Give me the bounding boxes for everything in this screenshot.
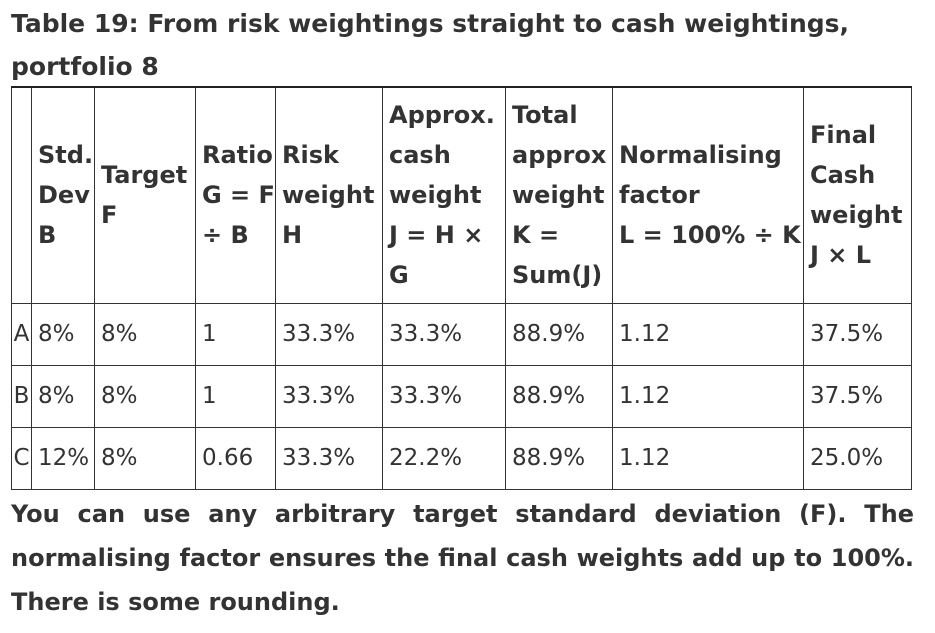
header-target: Target F [94, 86, 196, 304]
header-total-approx-weight-line: K = [512, 221, 560, 250]
header-total-approx-weight-line: approx [512, 141, 607, 170]
table-footnote: You can use any arbitrary target standar… [11, 492, 914, 624]
header-approx-cash-weight-line: J = H × G [389, 221, 484, 290]
header-std-dev-line: B [38, 221, 57, 250]
header-normalising-factor-line: factor [619, 181, 700, 210]
row-label: A [11, 302, 32, 366]
table-header-row: Std. Dev B Target F Ratio G = F ÷ B Risk weight H A… [11, 86, 912, 304]
table-cell: 33.3% [275, 426, 383, 490]
header-normalising-factor-line: L = 100% ÷ K [619, 221, 801, 250]
header-final-cash-weight-line: J × L [810, 241, 872, 270]
table-cell: 12% [31, 426, 95, 490]
header-row-label [11, 86, 32, 304]
header-total-approx-weight: Total approx weight K = Sum(J) [505, 86, 613, 304]
header-normalising-factor: Normalising factor L = 100% ÷ K [612, 86, 804, 304]
header-approx-cash-weight: Approx. cash weight J = H × G [382, 86, 506, 304]
header-total-approx-weight-line: Total [512, 101, 578, 130]
table-caption: Table 19: From risk weightings straight … [11, 9, 850, 81]
header-std-dev: Std. Dev B [31, 86, 95, 304]
header-target-line: Target [101, 161, 188, 190]
table-cell: 33.3% [382, 302, 506, 366]
table-cell: 88.9% [505, 364, 613, 428]
header-total-approx-weight-line: Sum(J) [512, 261, 603, 290]
header-final-cash-weight: Final Cash weight J × L [803, 86, 912, 304]
header-approx-cash-weight-line: weight [389, 181, 482, 210]
table-cell: 33.3% [275, 364, 383, 428]
header-ratio-line: G = F [202, 181, 275, 210]
header-total-approx-weight-line: weight [512, 181, 605, 210]
header-final-cash-weight-line: Cash [810, 161, 876, 190]
table-cell: 33.3% [382, 364, 506, 428]
footnote-line-3: There is some rounding. [11, 588, 340, 616]
table-cell: 8% [94, 364, 196, 428]
table-cell: 0.66 [195, 426, 276, 490]
row-label: B [11, 364, 32, 428]
table-cell: 33.3% [275, 302, 383, 366]
header-ratio: Ratio G = F ÷ B [195, 86, 276, 304]
header-approx-cash-weight-line: cash [389, 141, 451, 170]
table-cell: 22.2% [382, 426, 506, 490]
header-normalising-factor-line: Normalising [619, 141, 782, 170]
table-cell: 37.5% [803, 302, 912, 366]
header-risk-weight-line: weight [282, 181, 375, 210]
table-cell: 8% [94, 426, 196, 490]
header-risk-weight-line: Risk [282, 141, 339, 170]
table-cell: 1.12 [612, 302, 804, 366]
header-std-dev-line: Dev [38, 181, 90, 210]
header-std-dev-line: Std. [38, 141, 94, 170]
table-cell: 1.12 [612, 364, 804, 428]
table-row: C 12% 8% 0.66 33.3% 22.2% 88.9% 1.12 25.0% [11, 426, 912, 490]
table-cell: 1 [195, 302, 276, 366]
footnote-line-1: You can use any arbitrary target standar… [11, 500, 914, 528]
table-cell: 25.0% [803, 426, 912, 490]
cash-weightings-table: Std. Dev B Target F Ratio G = F ÷ B Risk weight H A… [11, 86, 912, 490]
header-approx-cash-weight-line: Approx. [389, 101, 495, 130]
table-row: A 8% 8% 1 33.3% 33.3% 88.9% 1.12 37.5% [11, 302, 912, 366]
header-target-line: F [101, 201, 118, 230]
header-risk-weight-line: H [282, 221, 303, 250]
header-final-cash-weight-line: weight [810, 201, 903, 230]
table-cell: 8% [31, 364, 95, 428]
table-cell: 8% [94, 302, 196, 366]
table-row: B 8% 8% 1 33.3% 33.3% 88.9% 1.12 37.5% [11, 364, 912, 428]
table-cell: 8% [31, 302, 95, 366]
footnote-line-2: normalising factor ensures the final cas… [11, 544, 914, 572]
table-cell: 88.9% [505, 426, 613, 490]
header-ratio-line: Ratio [202, 141, 273, 170]
table-cell: 1.12 [612, 426, 804, 490]
table-cell: 37.5% [803, 364, 912, 428]
header-risk-weight: Risk weight H [275, 86, 383, 304]
header-ratio-line: ÷ B [202, 221, 249, 250]
table-cell: 1 [195, 364, 276, 428]
row-label: C [11, 426, 32, 490]
header-final-cash-weight-line: Final [810, 121, 877, 150]
table-cell: 88.9% [505, 302, 613, 366]
